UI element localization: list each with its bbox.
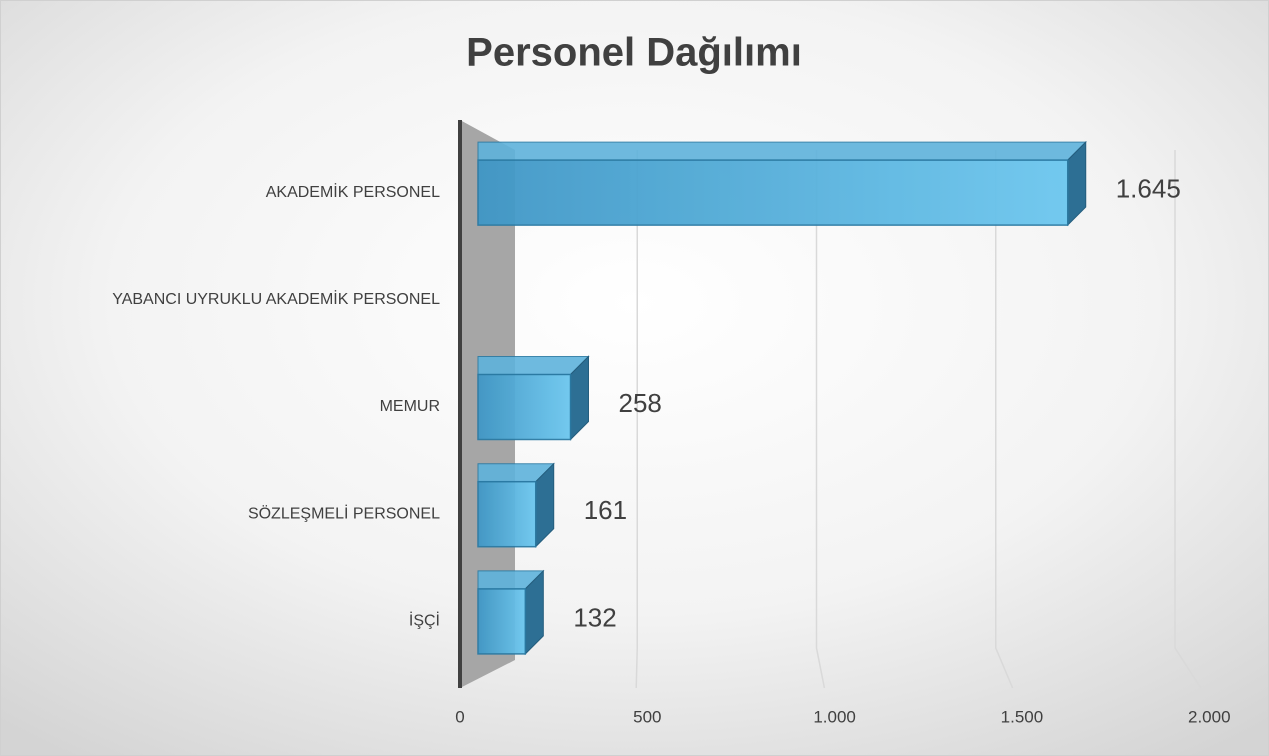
- x-tick-label: 1.500: [1001, 707, 1044, 726]
- bar: [477, 588, 527, 655]
- grid-line: [995, 150, 1014, 689]
- grid-line: [635, 150, 638, 689]
- bar-top: [477, 141, 1087, 161]
- category-label: AKADEMİK PERSONEL: [266, 182, 440, 201]
- value-label: 1.645: [1116, 173, 1181, 203]
- category-label: SÖZLEŞMELİ PERSONEL: [248, 503, 440, 522]
- value-label: 161: [584, 495, 627, 525]
- bar: [477, 480, 537, 548]
- value-label: 258: [618, 388, 661, 418]
- category-label: MEMUR: [380, 398, 440, 415]
- category-label: İŞÇİ: [409, 611, 440, 630]
- x-tick-label: 0: [455, 707, 464, 726]
- grid-line: [815, 150, 826, 689]
- grid-line: [1174, 150, 1202, 689]
- category-label: YABANCI UYRUKLU AKADEMİK PERSONEL: [112, 289, 440, 308]
- x-tick-label: 1.000: [813, 707, 856, 726]
- bar: [477, 373, 572, 441]
- x-tick-label: 500: [633, 707, 661, 726]
- value-label: 132: [573, 602, 616, 632]
- bar: [477, 159, 1069, 226]
- bar-top: [477, 356, 590, 375]
- chart-title: Personel Dağılımı: [466, 31, 802, 75]
- x-tick-label: 2.000: [1188, 707, 1231, 726]
